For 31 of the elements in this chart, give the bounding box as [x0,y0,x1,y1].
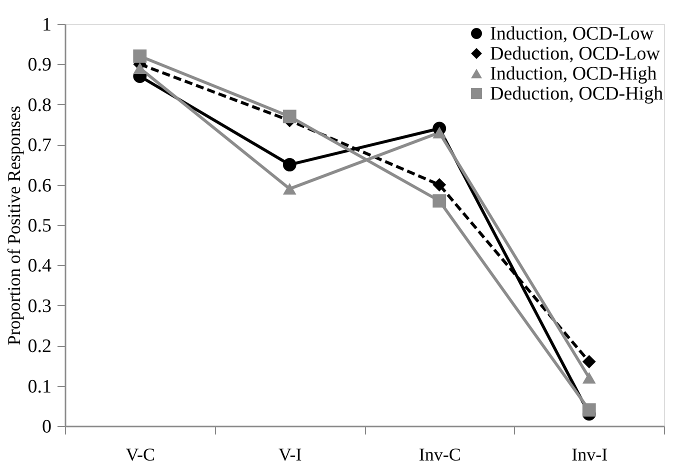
x-tick-label: Inv-I [572,444,608,464]
y-tick-label: 1 [42,14,52,36]
x-tick-label: V-C [126,444,156,464]
y-tick-label: 0.1 [28,376,52,398]
y-tick-label: 0.4 [28,256,52,277]
legend-label: Induction, OCD-Low [490,24,654,44]
y-tick-label: 0.5 [28,216,52,236]
point [432,194,446,208]
point [282,110,296,124]
y-tick-label: 0.2 [28,336,52,358]
y-tick-label: 0.9 [28,54,52,76]
y-axis-title: Proportion of Positive Responses [4,106,24,346]
y-tick-label: 0.3 [28,296,52,317]
x-tick-label: Inv-C [418,444,461,464]
y-tick-label: 0 [42,416,52,438]
point [282,183,296,195]
point [432,126,446,138]
point [282,158,296,172]
y-tick-label: 0.7 [28,135,52,156]
point [582,403,596,417]
point [133,49,147,63]
point [432,178,446,192]
legend-label: Induction, OCD-High [490,64,658,84]
y-tick-label: 0.6 [28,175,52,196]
y-tick-label: 0.8 [28,94,52,116]
legend-label: Deduction, OCD-High [490,84,664,104]
point [582,372,596,384]
point [133,62,147,74]
x-tick-label: V-I [278,444,302,464]
point [582,354,596,368]
legend-label: Deduction, OCD-Low [490,44,660,64]
